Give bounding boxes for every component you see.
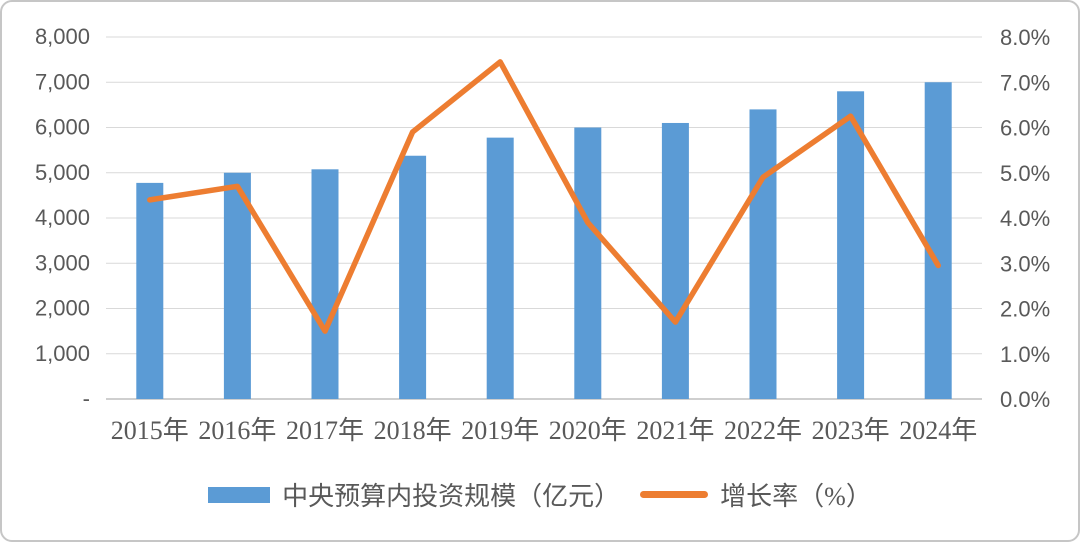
right-axis-tick-label: 0.0% [1000,387,1050,412]
chart-legend: 中央预算内投资规模（亿元） 增长率（%） [2,476,1078,513]
bar-2022年 [749,109,777,400]
bar-series-label: 中央预算内投资规模（亿元） [282,482,621,511]
x-axis-label: 2017年 [286,416,364,445]
left-axis-tick-label: 7,000 [35,69,90,94]
legend-item-bar-series: 中央预算内投资规模（亿元） [208,476,620,513]
left-axis-tick-label: 3,000 [35,250,90,275]
bar-2018年 [399,155,427,399]
right-axis-tick-label: 4.0% [1000,206,1050,231]
legend-item-line-series: 增长率（%） [640,476,872,513]
right-axis-tick-label: 1.0% [1000,342,1050,367]
x-axis-label: 2019年 [461,416,539,445]
x-axis-label: 2024年 [899,416,977,445]
left-axis-tick-label: 2,000 [35,296,90,321]
bar-2017年 [311,169,339,399]
right-axis-tick-label: 6.0% [1000,116,1050,141]
bar-2023年 [837,91,865,400]
bar-2019年 [486,137,514,400]
x-axis-label: 2021年 [636,416,714,445]
x-axis-label: 2018年 [374,416,452,445]
right-axis-tick-label: 2.0% [1000,297,1050,322]
bar-2021年 [661,122,689,399]
left-axis-tick-label: 6,000 [35,115,90,140]
left-axis-tick-label: 8,000 [35,24,90,49]
line-series-swatch [640,491,709,498]
left-axis-tick-label: - [83,386,90,411]
right-axis-tick-label: 5.0% [1000,161,1050,186]
growth-rate-line [147,59,941,334]
x-axis-label: 2023年 [812,416,890,445]
x-axis-label: 2016年 [198,416,276,445]
bar-2020年 [574,127,602,399]
left-axis-tick-label: 5,000 [35,160,90,185]
right-axis-tick-label: 7.0% [1000,70,1050,95]
left-axis-tick-label: 4,000 [35,205,90,230]
right-axis-tick-label: 8.0% [1000,25,1050,50]
x-axis-label: 2020年 [549,416,627,445]
left-axis-tick-label: 1,000 [35,341,90,366]
x-axis-label: 2022年 [724,416,802,445]
right-axis-tick-label: 3.0% [1000,251,1050,276]
bar-series-swatch [208,486,271,503]
bar-2016年 [223,172,251,399]
bar-2024年 [924,82,952,399]
bar-2015年 [136,182,164,399]
line-series-label: 增长率（%） [720,482,872,511]
x-axis-label: 2015年 [111,416,189,445]
